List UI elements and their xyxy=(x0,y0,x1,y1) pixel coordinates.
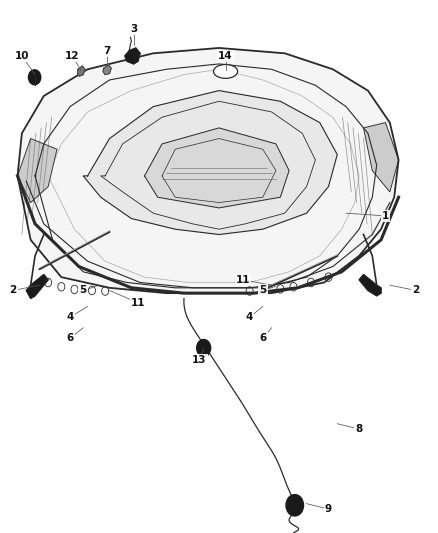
Text: 10: 10 xyxy=(14,51,29,61)
Text: 2: 2 xyxy=(413,286,420,295)
Text: 5: 5 xyxy=(80,286,87,295)
Circle shape xyxy=(28,70,41,85)
Polygon shape xyxy=(125,48,140,64)
Polygon shape xyxy=(145,128,289,208)
Text: 7: 7 xyxy=(104,46,111,55)
Text: 14: 14 xyxy=(218,51,233,61)
Text: 11: 11 xyxy=(131,298,145,308)
Circle shape xyxy=(286,495,304,516)
Text: 4: 4 xyxy=(67,312,74,322)
Text: 2: 2 xyxy=(10,286,17,295)
Text: 5: 5 xyxy=(259,286,266,295)
Circle shape xyxy=(197,340,211,357)
Polygon shape xyxy=(359,274,381,296)
Polygon shape xyxy=(83,91,337,235)
Text: 3: 3 xyxy=(130,25,137,34)
Polygon shape xyxy=(26,274,48,298)
Text: 1: 1 xyxy=(382,211,389,221)
Polygon shape xyxy=(103,65,111,75)
Ellipse shape xyxy=(213,64,237,78)
Text: 12: 12 xyxy=(65,51,80,61)
Text: 13: 13 xyxy=(192,355,207,365)
Text: 6: 6 xyxy=(67,334,74,343)
Text: 9: 9 xyxy=(325,504,332,514)
Text: 6: 6 xyxy=(259,334,266,343)
Polygon shape xyxy=(18,139,57,203)
Polygon shape xyxy=(364,123,399,192)
Text: 11: 11 xyxy=(236,275,251,285)
Text: 4: 4 xyxy=(246,312,253,322)
Polygon shape xyxy=(18,48,399,293)
Text: 8: 8 xyxy=(356,424,363,434)
Polygon shape xyxy=(78,66,85,76)
